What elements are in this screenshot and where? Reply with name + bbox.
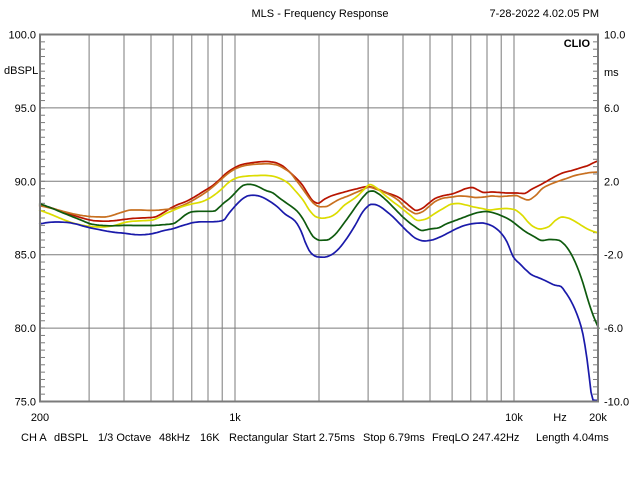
svg-text:CH A: CH A bbox=[21, 432, 47, 444]
svg-text:90.0: 90.0 bbox=[15, 176, 36, 188]
svg-text:1k: 1k bbox=[229, 412, 241, 424]
svg-text:Rectangular: Rectangular bbox=[229, 432, 289, 444]
svg-text:7-28-2022 4.02.05 PM: 7-28-2022 4.02.05 PM bbox=[490, 8, 599, 20]
svg-text:-6.0: -6.0 bbox=[604, 323, 623, 335]
svg-text:dBSPL: dBSPL bbox=[4, 65, 38, 77]
svg-text:10k: 10k bbox=[505, 412, 523, 424]
svg-text:-10.0: -10.0 bbox=[604, 397, 629, 409]
svg-text:Hz: Hz bbox=[553, 412, 566, 424]
svg-text:Stop 6.79ms: Stop 6.79ms bbox=[363, 432, 425, 444]
svg-text:1/3 Octave: 1/3 Octave bbox=[98, 432, 151, 444]
svg-text:Start 2.75ms: Start 2.75ms bbox=[293, 432, 356, 444]
svg-text:10.0: 10.0 bbox=[604, 30, 625, 42]
svg-text:dBSPL: dBSPL bbox=[54, 432, 88, 444]
svg-text:FreqLO 247.42Hz: FreqLO 247.42Hz bbox=[432, 432, 519, 444]
svg-text:80.0: 80.0 bbox=[15, 323, 36, 335]
svg-text:Length 4.04ms: Length 4.04ms bbox=[536, 432, 609, 444]
svg-text:2.0: 2.0 bbox=[604, 176, 619, 188]
svg-text:20k: 20k bbox=[589, 412, 607, 424]
svg-text:ms: ms bbox=[604, 67, 619, 79]
svg-text:6.0: 6.0 bbox=[604, 103, 619, 115]
svg-text:48kHz: 48kHz bbox=[159, 432, 190, 444]
svg-text:200: 200 bbox=[31, 412, 49, 424]
svg-text:16K: 16K bbox=[200, 432, 220, 444]
svg-text:85.0: 85.0 bbox=[15, 250, 36, 262]
svg-text:95.0: 95.0 bbox=[15, 103, 36, 115]
svg-text:MLS - Frequency Response: MLS - Frequency Response bbox=[252, 8, 389, 20]
svg-text:-2.0: -2.0 bbox=[604, 250, 623, 262]
svg-text:75.0: 75.0 bbox=[15, 397, 36, 409]
svg-text:CLIO: CLIO bbox=[564, 38, 591, 50]
svg-text:100.0: 100.0 bbox=[8, 30, 36, 42]
